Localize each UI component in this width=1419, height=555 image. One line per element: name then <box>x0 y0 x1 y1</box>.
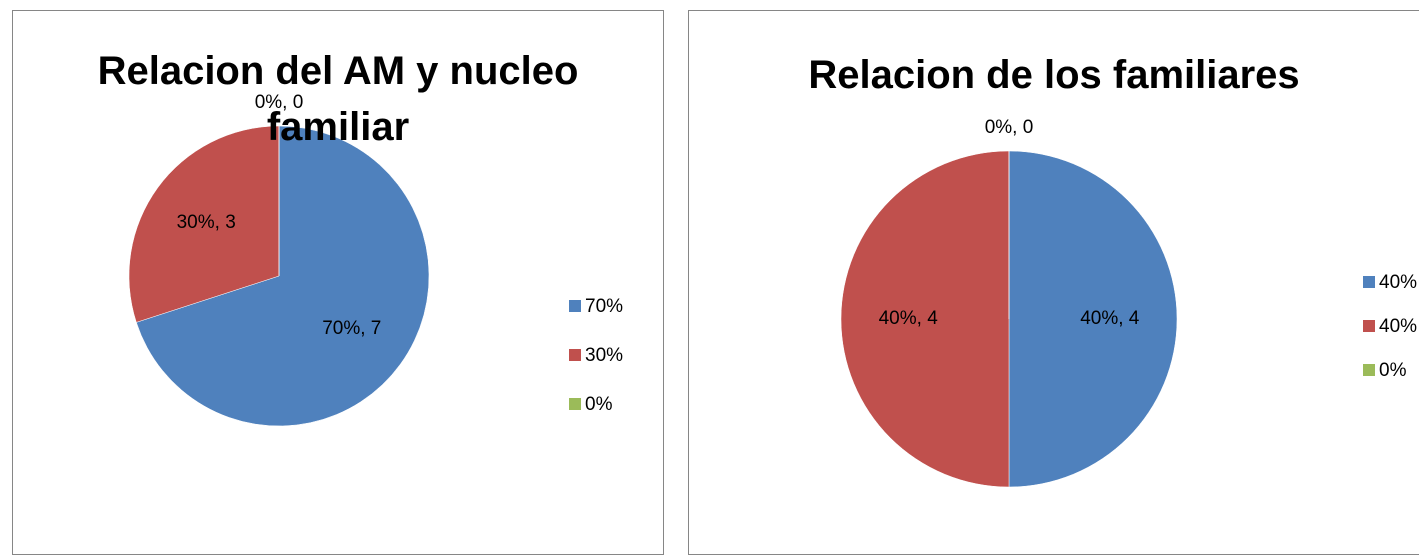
chart-panel: 40%, 4 40%, 4 0%, 0 40% 40% 0% Relacion de lo… <box>688 10 1419 555</box>
legend-label: 40% <box>1379 272 1417 293</box>
legend-swatch <box>1363 276 1375 288</box>
legend-swatch <box>569 398 581 410</box>
page: 70%, 7 30%, 3 0%, 0 70% 30% 0% Relacion del A… <box>12 10 1419 555</box>
pie-slice <box>136 125 430 427</box>
chart: 40%, 4 40%, 4 0%, 0 40% 40% 0% <box>840 117 1417 488</box>
data-label: 40%, 4 <box>1080 308 1140 329</box>
pie-slice <box>1008 150 1178 488</box>
data-label: 30%, 3 <box>177 212 236 233</box>
legend-label: 0% <box>1379 360 1407 381</box>
legend-swatch <box>1363 320 1375 332</box>
legend-swatch <box>569 300 581 312</box>
legend-swatch <box>569 349 581 361</box>
data-label: 70%, 7 <box>322 318 381 339</box>
data-label: 0%, 0 <box>255 92 304 113</box>
pie-slice <box>840 150 1010 488</box>
chart-title: Relacion del AM y nucleo familiar <box>97 49 579 149</box>
pie-slice <box>128 125 280 323</box>
legend-swatch <box>1363 364 1375 376</box>
legend-label: 0% <box>585 394 613 415</box>
data-label: 40%, 4 <box>879 308 939 329</box>
legend-label: 30% <box>585 345 623 366</box>
legend-label: 40% <box>1379 316 1417 337</box>
chart: 70%, 7 30%, 3 0%, 0 70% 30% 0% <box>128 92 623 427</box>
chart-title: Relacion de los familiares <box>808 53 1300 97</box>
chart-panel: 70%, 7 30%, 3 0%, 0 70% 30% 0% Relacion del A… <box>12 10 664 555</box>
data-label: 0%, 0 <box>985 117 1034 138</box>
legend-label: 70% <box>585 296 623 317</box>
